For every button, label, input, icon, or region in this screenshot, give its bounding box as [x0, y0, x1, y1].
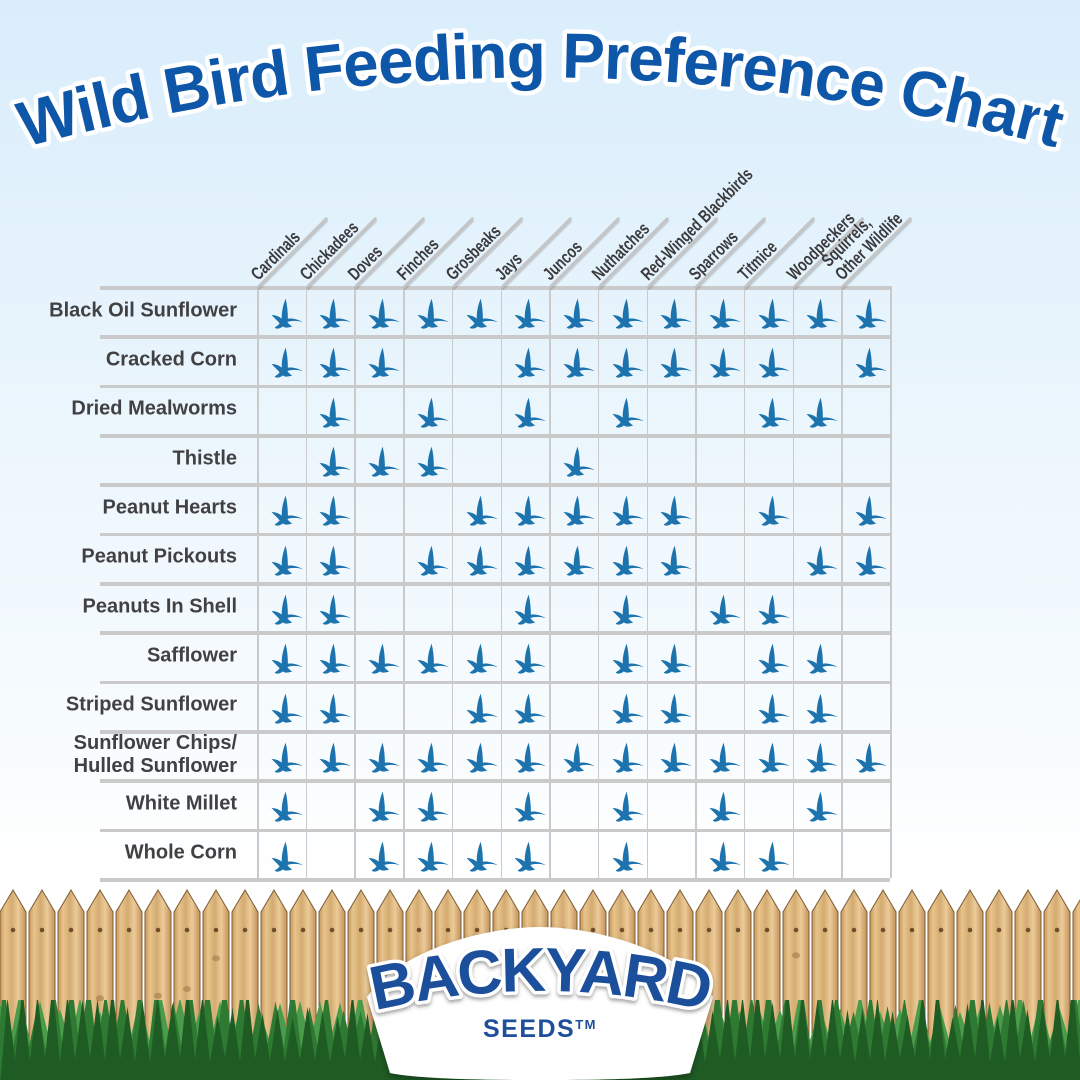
- svg-text:Wild Bird Feeding Preference C: Wild Bird Feeding Preference Chart: [10, 19, 1070, 161]
